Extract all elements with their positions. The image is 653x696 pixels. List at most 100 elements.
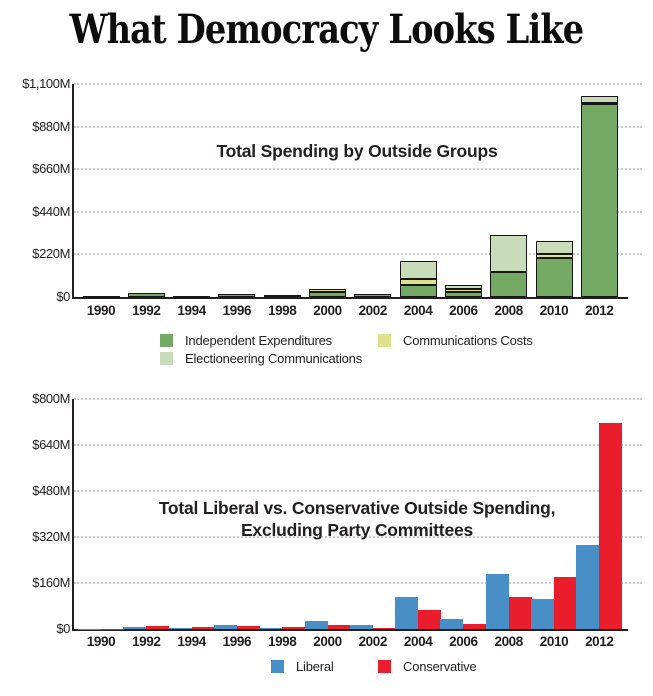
y-axis-label: $0 (56, 621, 70, 636)
gridline-320 (74, 536, 642, 538)
bar-electioneering-communications-2012 (580, 95, 618, 104)
y-axis-label: $480M (32, 483, 70, 498)
y-axis-label: $660M (32, 161, 70, 177)
bar-communications-costs-2004 (399, 278, 437, 286)
legend-swatch-electioneering-communications (160, 352, 173, 365)
legend-label-electioneering-communications: Electioneering Communications (185, 351, 363, 366)
legend-item-independent-expenditures: Independent Expenditures (160, 333, 332, 348)
bar-conservative-2012 (599, 422, 623, 629)
chart-title: Total Spending by Outside Groups (216, 141, 498, 161)
x-axis-label-2008: 2008 (494, 634, 523, 649)
x-axis-label-2006: 2006 (449, 634, 478, 649)
bar-conservative-1998 (282, 627, 306, 629)
bar-independent-expenditures-1998 (263, 294, 301, 297)
x-axis-label-2000: 2000 (313, 303, 342, 318)
bar-electioneering-communications-2008 (490, 235, 528, 272)
x-axis-label-1998: 1998 (267, 634, 297, 649)
legend-item-electioneering-communications: Electioneering Communications (160, 351, 362, 366)
gridline-660 (74, 168, 642, 171)
bar-independent-expenditures-2002 (354, 294, 392, 297)
legend-item-conservative: Conservative (378, 659, 477, 674)
bar-independent-expenditures-1990 (82, 296, 120, 299)
y-axis-label: $220M (32, 246, 70, 262)
legend-swatch-liberal (271, 660, 284, 673)
y-axis-label: $1,100M (22, 76, 70, 91)
bar-liberal-1996 (213, 624, 237, 629)
x-axis-label-1996: 1996 (222, 303, 252, 318)
bar-conservative-1992 (146, 625, 170, 629)
bar-independent-expenditures-2006 (444, 291, 482, 297)
y-axis-label: $800M (32, 391, 70, 406)
bar-conservative-2008 (508, 597, 532, 629)
bar-liberal-1992 (123, 626, 147, 629)
bar-communications-costs-2006 (444, 289, 482, 292)
legend-label-communications-costs: Communications Costs (403, 333, 533, 348)
x-axis-label-2000: 2000 (313, 634, 342, 649)
legend-label-liberal: Liberal (296, 659, 334, 674)
x-axis-label-1994: 1994 (177, 303, 206, 318)
gridline-800 (74, 398, 642, 400)
legend-swatch-independent-expenditures (160, 334, 173, 347)
bar-liberal-2000 (304, 620, 328, 629)
x-axis-label-2004: 2004 (403, 303, 433, 318)
gridline-480 (74, 490, 642, 492)
y-axis-label: $160M (32, 575, 70, 590)
bar-liberal-2012 (576, 545, 600, 629)
legend-swatch-communications-costs (378, 334, 391, 347)
chart-title: Total Liberal vs. Conservative Outside S… (158, 498, 556, 540)
gridline-220 (74, 253, 642, 256)
bar-conservative-2006 (463, 624, 487, 629)
bar-conservative-1996 (236, 626, 260, 629)
bar-communications-costs-2000 (309, 289, 346, 292)
y-axis-label: $0 (56, 289, 70, 304)
bar-independent-expenditures-2000 (309, 291, 346, 297)
bar-conservative-2010 (554, 576, 577, 629)
x-axis-label-1994: 1994 (177, 634, 206, 649)
x-axis-label-2002: 2002 (358, 634, 388, 649)
bar-conservative-2004 (418, 610, 442, 629)
x-axis-label-2010: 2010 (539, 634, 569, 649)
bar-conservative-2002 (372, 627, 396, 629)
bar-independent-expenditures-2012 (580, 104, 618, 297)
bar-communications-costs-2010 (535, 254, 573, 259)
bar-liberal-2006 (440, 619, 464, 629)
x-axis-label-1996: 1996 (222, 634, 252, 649)
x-axis-label-2012: 2012 (585, 303, 614, 318)
gridline-880 (74, 125, 642, 128)
x-axis-label-2002: 2002 (358, 303, 388, 318)
x-axis-label-2008: 2008 (494, 303, 523, 318)
bar-independent-expenditures-2010 (535, 258, 573, 297)
x-axis-label-2006: 2006 (449, 303, 478, 318)
x-axis-label-1990: 1990 (86, 303, 116, 318)
bar-electioneering-communications-2006 (444, 285, 482, 290)
bar-liberal-2004 (395, 596, 419, 629)
bar-independent-expenditures-1996 (218, 293, 256, 297)
x-axis-label-1990: 1990 (86, 634, 116, 649)
bar-independent-expenditures-2004 (399, 285, 437, 297)
bar-liberal-1994 (168, 628, 192, 629)
gridline-640 (74, 444, 642, 446)
y-axis-label: $320M (32, 529, 70, 544)
legend-item-communications-costs: Communications Costs (378, 333, 533, 348)
x-axis-line (72, 629, 628, 631)
gridline-440 (74, 210, 642, 213)
bar-electioneering-communications-2010 (535, 240, 573, 255)
x-axis-label-1992: 1992 (132, 303, 161, 318)
x-axis-label-2012: 2012 (585, 634, 614, 649)
bar-liberal-2002 (349, 624, 373, 629)
bar-independent-expenditures-2008 (490, 271, 528, 297)
x-axis-label-2004: 2004 (403, 634, 433, 649)
legend-label-conservative: Conservative (403, 659, 477, 674)
y-axis-label: $440M (32, 203, 70, 219)
bar-liberal-2010 (531, 599, 554, 629)
bar-independent-expenditures-1992 (127, 293, 165, 297)
legend-label-independent-expenditures: Independent Expenditures (185, 333, 332, 348)
bar-conservative-2000 (327, 624, 351, 629)
x-axis-label-2010: 2010 (539, 303, 569, 318)
y-axis-line (72, 84, 74, 297)
